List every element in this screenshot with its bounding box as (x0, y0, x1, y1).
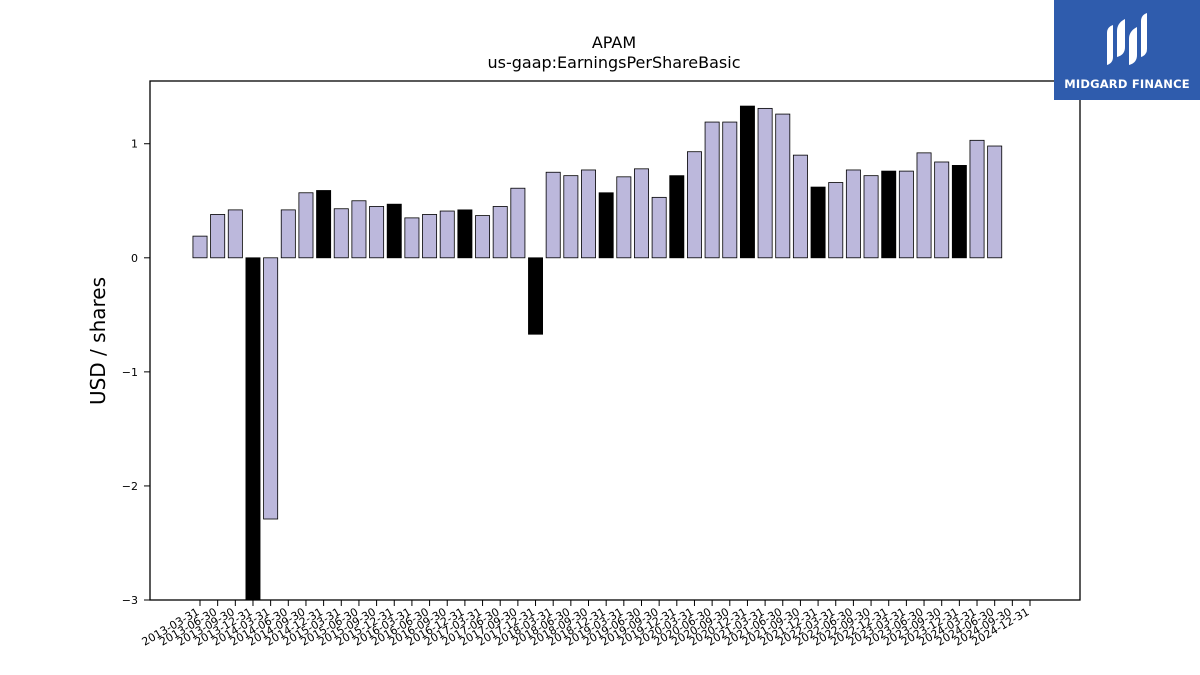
brand-logo: MIDGARD FINANCE (1054, 0, 1200, 100)
y-tick-label: −3 (122, 594, 138, 607)
bar-2024-03-31 (969, 139, 985, 259)
chart-title: APAM (592, 33, 636, 52)
bar-2021-12-31 (810, 186, 826, 259)
bar-2016-09-30 (439, 210, 455, 259)
bar-2022-12-31 (881, 170, 897, 259)
bar-2021-03-31 (757, 107, 773, 259)
y-tick-label: −2 (122, 480, 138, 493)
bar-2023-12-31 (951, 165, 967, 259)
bar-2017-03-31 (475, 215, 491, 259)
bar-2020-12-31 (739, 105, 755, 259)
bar-2018-03-31 (545, 171, 561, 259)
bar-2020-03-31 (687, 151, 702, 259)
plot-frame (149, 80, 1081, 601)
bar-2013-03-31 (192, 235, 208, 259)
bar-2014-03-31 (263, 257, 279, 520)
bar-2019-03-31 (616, 176, 632, 259)
bar-2018-06-30 (563, 175, 579, 259)
bar-2017-12-31 (528, 257, 543, 335)
bar-2022-06-30 (845, 169, 861, 259)
bar-2023-06-30 (916, 152, 932, 259)
y-tick-label: 1 (131, 138, 138, 151)
bar-2023-03-31 (898, 170, 914, 259)
bar-2017-09-30 (510, 187, 526, 259)
bar-2013-09-30 (227, 209, 243, 259)
bar-2019-12-31 (669, 175, 685, 259)
chart-subtitle: us-gaap:EarningsPerShareBasic (487, 53, 740, 72)
bar-2015-03-31 (333, 208, 349, 259)
bar-2022-09-30 (863, 175, 879, 259)
bar-2017-06-30 (492, 206, 508, 259)
bar-2018-09-30 (581, 169, 596, 259)
logo-text: MIDGARD FINANCE (1064, 77, 1190, 91)
bar-2013-06-30 (210, 214, 226, 259)
y-axis-label: USD / shares (86, 277, 110, 405)
bar-2019-09-30 (651, 196, 667, 259)
bar-2014-09-30 (298, 192, 314, 259)
bar-2016-03-31 (404, 217, 420, 259)
bar-2021-06-30 (775, 113, 791, 259)
bar-2020-06-30 (704, 121, 720, 259)
bar-2021-09-30 (792, 154, 808, 259)
x-axis: 2013-03-312013-06-302013-09-302013-12-31… (140, 600, 1032, 649)
bar-2023-09-30 (934, 161, 950, 259)
bar-2014-12-31 (316, 190, 332, 259)
bar-2015-09-30 (369, 206, 385, 259)
bar-2015-12-31 (386, 203, 402, 259)
bar-2018-12-31 (598, 192, 614, 259)
bar-2020-09-30 (722, 121, 738, 259)
bar-2022-03-31 (828, 182, 844, 259)
bar-2019-06-30 (634, 168, 649, 259)
bars-group (192, 105, 1003, 601)
midgard-logo-icon (1107, 13, 1147, 65)
bar-2024-06-30 (987, 145, 1003, 259)
y-tick-label: 0 (131, 252, 138, 265)
bar-2016-06-30 (422, 214, 438, 259)
bar-2014-06-30 (280, 209, 296, 259)
y-axis: −3 −2 −1 0 1 (122, 138, 150, 607)
bar-2016-12-31 (457, 209, 473, 259)
bar-2013-12-31 (245, 257, 261, 601)
bar-2015-06-30 (351, 200, 367, 259)
y-tick-label: −1 (122, 366, 138, 379)
